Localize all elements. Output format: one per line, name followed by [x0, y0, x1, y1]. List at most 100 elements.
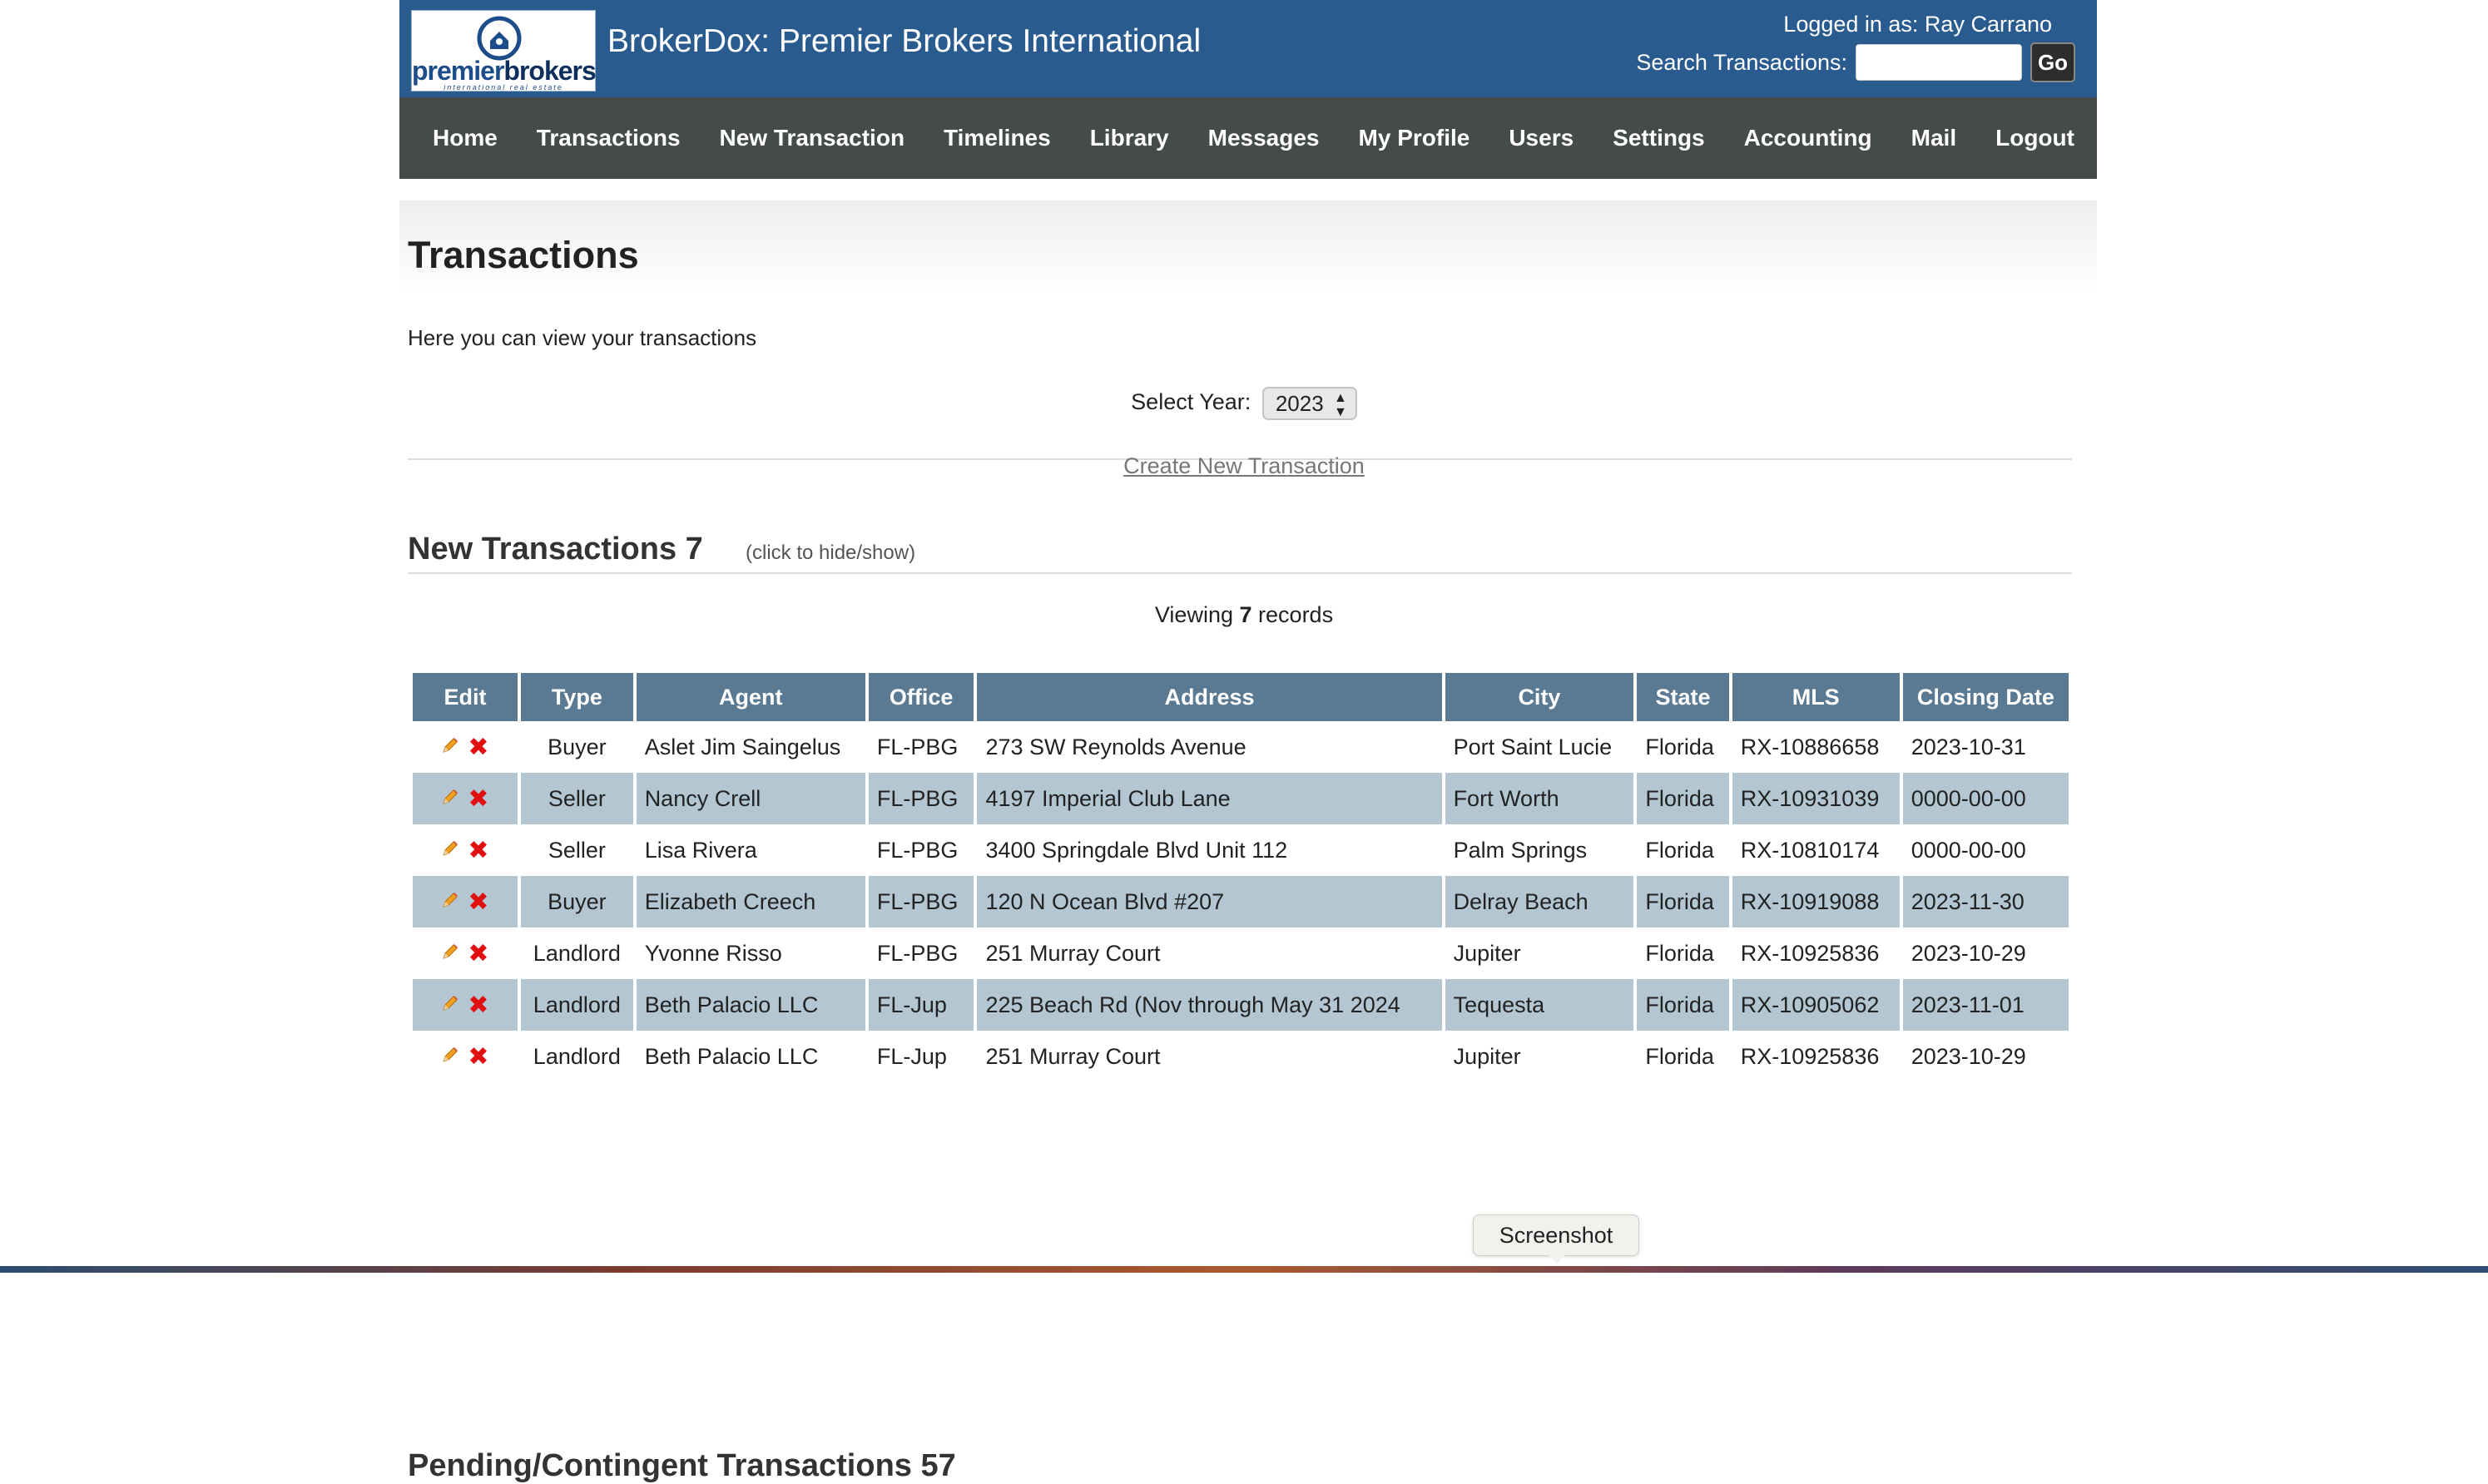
year-select[interactable]: 2023 ▲ ▼ [1261, 387, 1357, 420]
pencil-icon[interactable] [441, 838, 459, 863]
delete-x-icon[interactable]: ✖ [468, 733, 489, 761]
col-mls[interactable]: MLS [1732, 673, 1900, 721]
logo-house-icon [477, 16, 522, 61]
nav-settings[interactable]: Settings [1613, 125, 1705, 151]
cell-city: Palm Springs [1453, 837, 1588, 863]
select-arrows-icon: ▲ ▼ [1333, 391, 1347, 419]
cell-mls: RX-10886658 [1740, 734, 1880, 759]
cell-agent: Aslet Jim Saingelus [644, 734, 841, 759]
nav-transactions[interactable]: Transactions [536, 125, 681, 151]
cell-closing: 2023-11-01 [1902, 979, 2069, 1031]
table-row: ✖ Buyer Elizabeth Creech FL-PBG 120 N Ocean … [413, 876, 2069, 928]
col-agent[interactable]: Agent [636, 673, 865, 721]
cell-address[interactable]: 251 Murray Court [985, 1043, 1161, 1069]
cell-address[interactable]: 3400 Springdale Blvd Unit 112 [985, 837, 1288, 863]
year-label: Select Year: [1131, 389, 1251, 415]
create-transaction: Create New Transaction [399, 453, 2089, 479]
nav-library[interactable]: Library [1089, 125, 1169, 151]
cell-office: FL-Jup [876, 1043, 947, 1069]
cell-type: Buyer [548, 734, 607, 759]
col-address[interactable]: Address [977, 673, 1442, 721]
brand-logo[interactable]: premierbrokers international real estate [411, 10, 597, 92]
cell-address[interactable]: 273 SW Reynolds Avenue [985, 734, 1246, 759]
create-new-transaction-link[interactable]: Create New Transaction [1123, 453, 1365, 478]
col-edit[interactable]: Edit [413, 673, 518, 721]
cell-state: Florida [1637, 979, 1729, 1031]
cell-city: Jupiter [1453, 940, 1521, 966]
cell-mls: RX-10905062 [1732, 979, 1900, 1031]
cell-agent: Beth Palacio LLC [636, 979, 865, 1031]
nav-users[interactable]: Users [1509, 125, 1574, 151]
nav-new-transaction[interactable]: New Transaction [719, 125, 905, 151]
delete-x-icon[interactable]: ✖ [468, 836, 489, 864]
table-row: ✖ Landlord Yvonne Risso FL-PBG 251 Murray Co… [413, 928, 2069, 979]
cell-address[interactable]: 120 N Ocean Blvd #207 [977, 876, 1442, 928]
pencil-icon[interactable] [441, 941, 459, 967]
delete-x-icon[interactable]: ✖ [468, 991, 489, 1019]
edit-cell: ✖ [413, 928, 518, 979]
col-office[interactable]: Office [868, 673, 974, 721]
cell-type: Buyer [521, 876, 633, 928]
table-row: ✖ Buyer Aslet Jim Saingelus FL-PBG 273 SW Re… [413, 721, 2069, 773]
pencil-icon[interactable] [441, 786, 459, 812]
cell-agent: Beth Palacio LLC [644, 1043, 819, 1069]
delete-x-icon[interactable]: ✖ [468, 888, 489, 916]
cell-office: FL-PBG [876, 940, 959, 966]
page-wrapper: premierbrokers international real estate… [399, 0, 2097, 1483]
table-row: ✖ Landlord Beth Palacio LLC FL-Jup 251 Murra… [413, 1031, 2069, 1082]
cell-mls: RX-10919088 [1732, 876, 1900, 928]
cell-state: Florida [1645, 940, 1714, 966]
cell-office: FL-PBG [876, 837, 959, 863]
nav-timelines[interactable]: Timelines [944, 125, 1051, 151]
cell-address[interactable]: 225 Beach Rd (Nov through May 31 2024 [977, 979, 1442, 1031]
pencil-icon[interactable] [441, 992, 459, 1018]
col-closing-date[interactable]: Closing Date [1902, 673, 2069, 721]
table-row: ✖ Landlord Beth Palacio LLC FL-Jup 225 Beach… [413, 979, 2069, 1031]
cell-state: Florida [1645, 734, 1714, 759]
section-title[interactable]: New Transactions 7 [408, 532, 703, 566]
delete-x-icon[interactable]: ✖ [468, 1042, 489, 1071]
cell-city: Tequesta [1445, 979, 1634, 1031]
cell-agent: Lisa Rivera [644, 837, 757, 863]
section-divider [408, 572, 2072, 574]
pencil-icon[interactable] [441, 889, 459, 915]
nav-logout[interactable]: Logout [1995, 125, 2074, 151]
pencil-icon[interactable] [441, 735, 459, 760]
main-nav: Home Transactions New Transaction Timeli… [399, 97, 2097, 179]
cell-office: FL-Jup [868, 979, 974, 1031]
col-state[interactable]: State [1637, 673, 1729, 721]
nav-messages[interactable]: Messages [1207, 125, 1320, 151]
cell-address[interactable]: 251 Murray Court [985, 940, 1161, 966]
logged-in-user: Logged in as: Ray Carrano [1783, 12, 2052, 37]
col-city[interactable]: City [1445, 673, 1634, 721]
search-input[interactable] [1856, 44, 2022, 81]
page-title: Transactions [408, 234, 639, 276]
site-title: BrokerDox: Premier Brokers International [607, 23, 1202, 59]
cell-type: Seller [521, 773, 633, 824]
delete-x-icon[interactable]: ✖ [468, 939, 489, 967]
edit-cell: ✖ [413, 1031, 518, 1082]
nav-accounting[interactable]: Accounting [1743, 125, 1872, 151]
year-selector: Select Year: 2023 ▲ ▼ [399, 387, 2089, 420]
col-type[interactable]: Type [521, 673, 633, 721]
cell-closing: 2023-10-29 [1911, 1043, 2026, 1069]
nav-home[interactable]: Home [433, 125, 498, 151]
page-intro: Here you can view your transactions [408, 325, 757, 350]
pencil-icon[interactable] [441, 1044, 459, 1070]
cell-address[interactable]: 4197 Imperial Club Lane [977, 773, 1442, 824]
cell-closing: 2023-10-29 [1911, 940, 2026, 966]
transactions-table: Edit Type Agent Office Address City Stat… [409, 673, 2072, 1082]
cell-type: Seller [548, 837, 606, 863]
desktop-edge [0, 1266, 2488, 1273]
search-go-button[interactable]: Go [2030, 42, 2075, 82]
cell-agent: Yvonne Risso [644, 940, 782, 966]
delete-x-icon[interactable]: ✖ [468, 784, 489, 813]
nav-my-profile[interactable]: My Profile [1358, 125, 1470, 151]
cell-agent: Elizabeth Creech [636, 876, 865, 928]
cell-office: FL-PBG [868, 773, 974, 824]
cell-mls: RX-10931039 [1732, 773, 1900, 824]
nav-mail[interactable]: Mail [1911, 125, 1957, 151]
section-toggle[interactable]: (click to hide/show) [746, 542, 916, 564]
next-section-title[interactable]: Pending/Contingent Transactions 57 [408, 1448, 956, 1483]
edit-cell: ✖ [413, 721, 518, 773]
